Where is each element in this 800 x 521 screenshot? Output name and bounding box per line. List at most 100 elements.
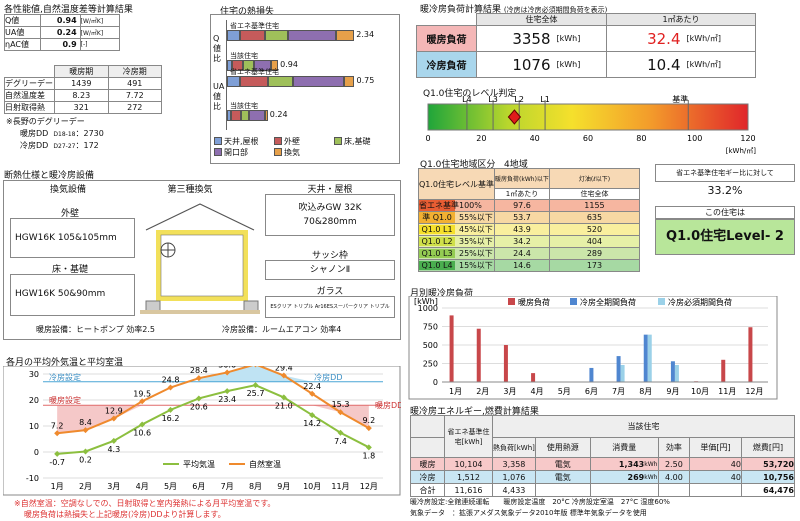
tp-point [195, 395, 202, 402]
ml-bar [674, 364, 679, 382]
ml-bar [531, 373, 536, 382]
tp-point [309, 412, 316, 419]
wall-value: HGW16K 105&105mm [10, 218, 135, 258]
tp-data-label: 4.3 [107, 445, 120, 454]
tp-point [110, 415, 117, 422]
heat-dd-area [57, 405, 143, 434]
ml-xtick: 11月 [718, 387, 736, 396]
tp-ytick: 10 [29, 422, 39, 431]
tp-xtick: 9月 [277, 482, 290, 491]
dd-cool: 冷房DD D27-27：172 [20, 141, 99, 150]
en-cost: 10,756 [740, 470, 796, 484]
stat-heat: 8.23 [54, 89, 109, 102]
spec-title: 断熱仕様と暖冷房設備 [4, 171, 95, 181]
zone-total: 404 [548, 235, 641, 248]
zone-h3: 灯油(ℓ以下) [548, 168, 641, 189]
tp-point [195, 375, 202, 382]
heatloss-segment [264, 110, 268, 121]
level-tick: 80 [636, 134, 646, 143]
heatloss-segment [270, 60, 279, 71]
legend-item: 開口部 [214, 147, 274, 158]
legend-item: 床,基礎 [334, 136, 394, 147]
heatloss-bar-value: 0.75 [356, 76, 375, 85]
tp-ytick: 20 [29, 396, 39, 405]
tp-xtick: 2月 [79, 482, 92, 491]
tp-xtick: 12月 [360, 482, 378, 491]
tp-ytick: 30 [29, 370, 39, 379]
zone-total: 289 [548, 247, 641, 260]
glass-label: ガラス [316, 287, 344, 297]
heatloss-title: 住宅の熱損失 [220, 7, 275, 17]
legend-item: 換気 [274, 147, 334, 158]
tp-data-label: 7.2 [51, 421, 64, 430]
tp-point [252, 382, 259, 389]
tp-data-label: 20.6 [190, 402, 208, 411]
tp-data-label: 25.7 [247, 389, 265, 398]
ua-ratio-label: UA値比 [213, 82, 225, 111]
heatloss-segment [293, 76, 345, 87]
zone-h2: 暖房負荷(kWh)以下 [494, 168, 550, 189]
sash-value: シャノンⅡ [265, 260, 395, 280]
heatloss-segment [239, 76, 268, 87]
tp-point [280, 394, 287, 401]
tp-point [337, 429, 344, 436]
cool-dd-label: 冷房DD [314, 372, 342, 382]
tp-xtick: 10月 [303, 482, 321, 491]
zone-total: 1155 [548, 199, 641, 212]
en-h0 [410, 415, 445, 438]
ml-ytick: 250 [423, 360, 438, 369]
tp-point [110, 437, 117, 444]
stat-label: 日射取得熱 [4, 101, 55, 114]
heat-equipment: 暖房設備：ヒートポンプ 効率2.5 [36, 325, 156, 334]
stat-label: 自然温度差 [4, 89, 55, 102]
heat-load-value: 3358 [476, 25, 557, 52]
sash-label: サッシ枠 [311, 251, 348, 261]
wall-label: 外壁 [60, 209, 79, 219]
perf-value: 0.24 [40, 26, 81, 39]
ml-legend-swatch [570, 298, 577, 305]
monthly-load-title: 月別暖冷房負荷 [410, 289, 474, 299]
ml-xtick: 9月 [666, 387, 679, 396]
zone-table: Q1.0住宅レベル基準 暖房負荷(kWh)以下 灯油(ℓ以下) 1㎡あたり 住宅全体省… [417, 168, 641, 272]
level-mark: L2 [514, 95, 524, 104]
tp-xtick: 8月 [249, 482, 262, 491]
zone-per: 97.6 [494, 199, 550, 212]
heatloss-segment [239, 30, 266, 41]
vent-label: 換気設備 [49, 185, 86, 195]
heat-dd-label: 暖房DD [375, 400, 401, 410]
ml-unit: [kWh] [414, 297, 438, 306]
heat-dd-area [312, 405, 369, 429]
heatloss-segment [253, 60, 271, 71]
level-result: Q1.0住宅Level- 2 [655, 219, 795, 255]
perf-title: 各性能値,自然温度差等計算結果 [4, 5, 133, 15]
tp-data-label: 0.2 [79, 455, 92, 464]
tp-xtick: 11月 [331, 482, 349, 491]
zone-row: Q1.0 L3 25%以下 [417, 247, 495, 260]
temp-title: 各月の平均外気温と平均室温 [6, 358, 124, 368]
perf-unit: [-] [79, 38, 121, 51]
load-table: 住宅全体 1㎡あたり 暖房負荷 3358 [kWh] 32.4 [kWh/㎡] 冷房負荷 1… [416, 13, 756, 78]
ml-xtick: 5月 [558, 387, 571, 396]
heatloss-segment [265, 30, 289, 41]
tp-line [57, 384, 370, 455]
tp-ytick: 0 [34, 448, 39, 457]
ml-bar [620, 364, 625, 382]
tp-xtick: 6月 [192, 482, 205, 491]
tp-point [365, 425, 372, 432]
level-base: 基準 [672, 94, 688, 104]
heatloss-segment [344, 76, 355, 87]
level-tick: 100 [687, 134, 702, 143]
ml-ytick: 0 [433, 378, 438, 387]
cool-load-per: 10.4 [606, 51, 687, 78]
ml-bar [503, 345, 508, 382]
q-ratio-label: Q値比 [213, 34, 221, 63]
heatloss-legend: 天井,屋根 外壁 床,基礎開口部 換気 [214, 136, 398, 158]
heatloss-segment [243, 60, 254, 71]
level-mark: L1 [540, 95, 550, 104]
stat-label: デグリーデー [4, 77, 55, 90]
tp-legend-out: 平均気温 [183, 459, 215, 469]
en-h-unit: 単価[円] [689, 437, 742, 458]
tp-data-label: 7.4 [334, 437, 347, 446]
en-h-src: 使用熱源 [534, 437, 591, 458]
heatloss-frame [210, 14, 400, 164]
